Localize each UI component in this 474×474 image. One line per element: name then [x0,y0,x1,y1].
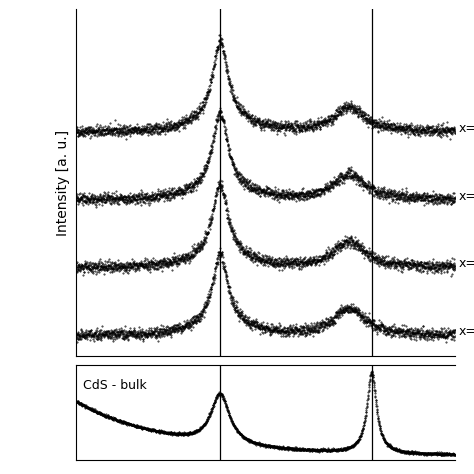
Text: x=0: x=0 [459,325,474,338]
Text: x=0.1: x=0.1 [459,190,474,202]
Text: x=0.15: x=0.15 [459,122,474,135]
Y-axis label: Intensity [a. u.]: Intensity [a. u.] [56,129,70,236]
Text: CdS - bulk: CdS - bulk [83,379,147,392]
Text: x=0.05: x=0.05 [459,257,474,270]
